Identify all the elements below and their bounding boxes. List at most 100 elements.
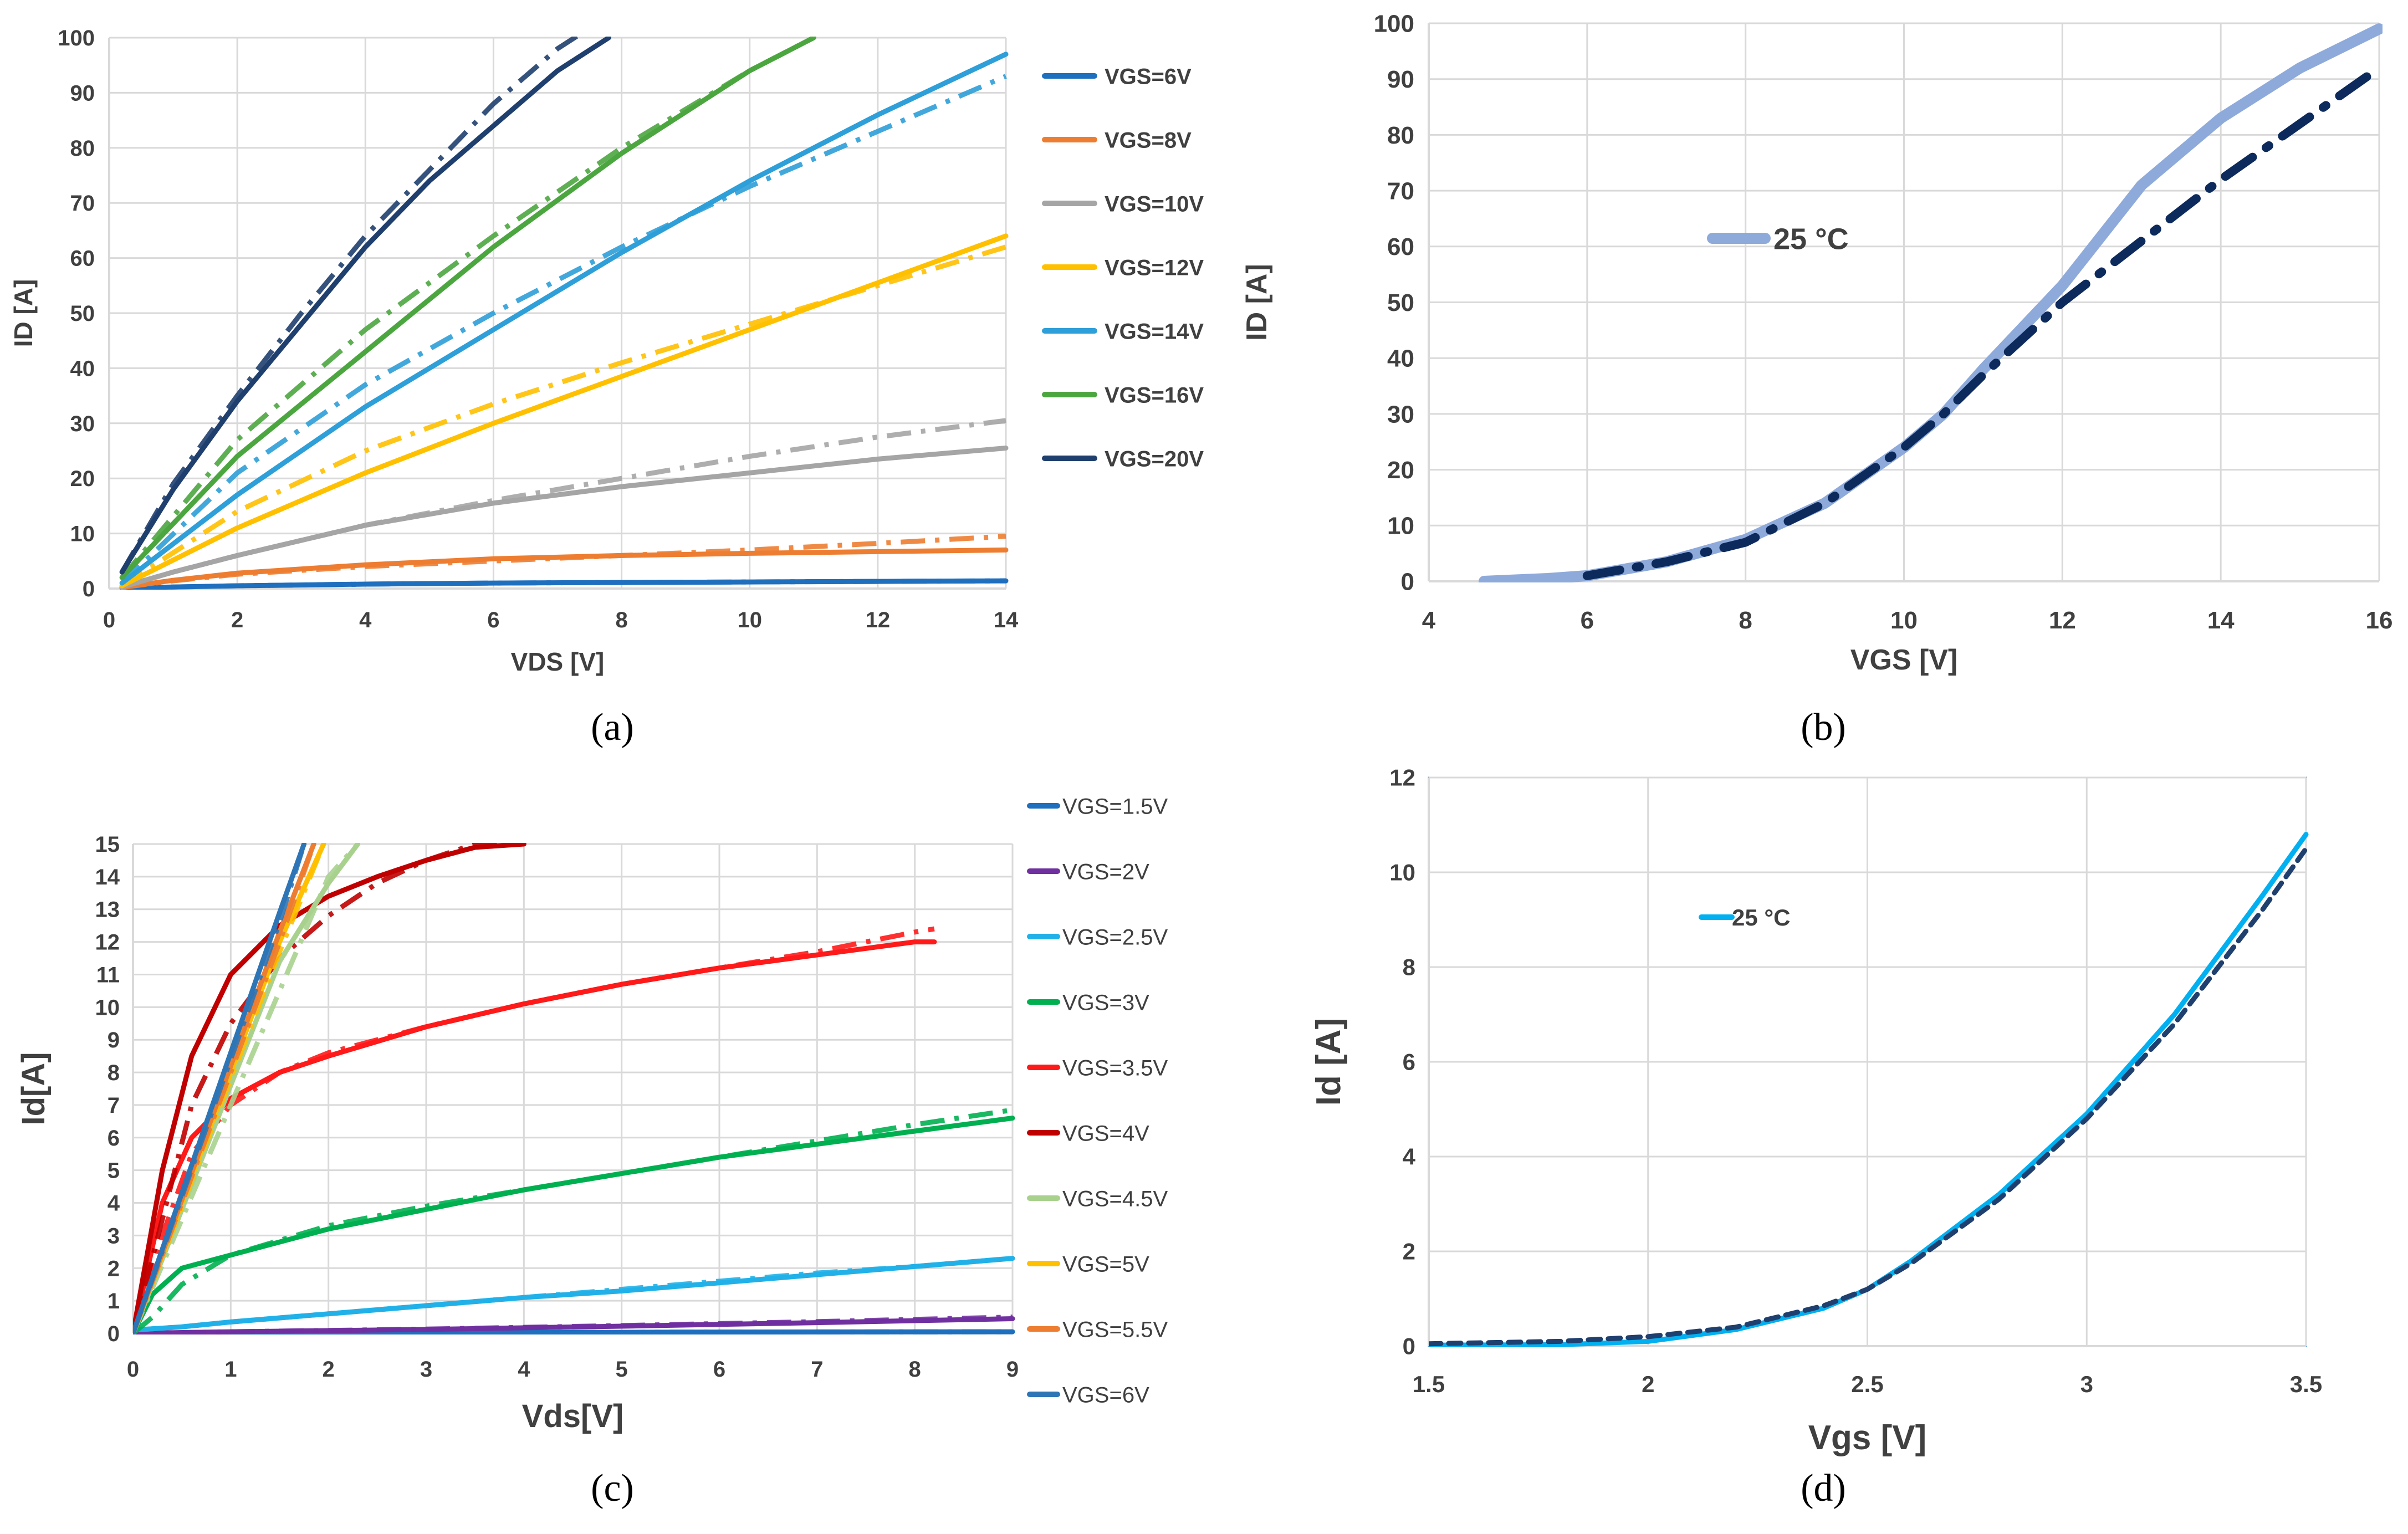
x-tick-label: 3.5 xyxy=(2290,1371,2322,1397)
x-tick-label: 6 xyxy=(713,1357,725,1382)
series-line-measured xyxy=(133,939,937,1334)
x-axis-label: Vds[V] xyxy=(522,1398,624,1434)
legend: VGS=1.5V VGS=2V VGS=2.5V VGS=3V VGS=3.5V VGS=… xyxy=(1027,794,1168,1407)
x-tick-label: 8 xyxy=(1739,607,1752,634)
x-tick-label: 14 xyxy=(2207,607,2235,634)
y-tick-label: 6 xyxy=(1403,1049,1415,1075)
series-line-model xyxy=(1582,63,2383,580)
legend-label: VGS=3V xyxy=(1062,990,1149,1015)
y-tick-label: 6 xyxy=(108,1126,120,1150)
y-tick-label: 11 xyxy=(96,963,120,987)
y-tick-label: 0 xyxy=(1403,1333,1415,1359)
y-tick-label: 60 xyxy=(70,247,95,271)
series-line-model xyxy=(133,843,326,1334)
x-tick-label: 1.5 xyxy=(1413,1371,1445,1397)
y-tick-label: 1 xyxy=(108,1289,120,1313)
y-tick-label: 4 xyxy=(1403,1144,1416,1170)
series-line-model xyxy=(133,1107,1013,1334)
panel-caption: (b) xyxy=(1801,706,1846,749)
legend: 25 °C xyxy=(1699,904,1791,930)
y-tick-label: 40 xyxy=(70,356,95,381)
y-tick-label: 15 xyxy=(95,832,120,857)
x-tick-label: 3 xyxy=(420,1357,432,1382)
y-tick-label: 0 xyxy=(1401,568,1414,595)
y-tick-label: 80 xyxy=(1387,122,1414,149)
legend-label: 25 °C xyxy=(1732,904,1791,930)
x-tick-label: 2.5 xyxy=(1851,1371,1883,1397)
series-line-measured xyxy=(133,843,526,1334)
y-tick-label: 70 xyxy=(70,191,95,216)
x-axis-label: VDS [V] xyxy=(511,647,605,676)
y-tick-label: 50 xyxy=(1387,289,1414,316)
y-tick-label: 0 xyxy=(108,1322,120,1346)
x-tick-label: 12 xyxy=(2049,607,2076,634)
series-line-model xyxy=(133,843,316,1334)
y-axis-label: ID [A] xyxy=(1241,264,1273,341)
series-line-measured xyxy=(119,547,1009,590)
y-tick-label: 100 xyxy=(58,26,95,50)
y-tick-label: 8 xyxy=(108,1061,120,1085)
y-tick-label: 10 xyxy=(1389,860,1415,886)
series-line-model xyxy=(120,37,581,574)
series-line-measured xyxy=(119,37,816,580)
y-tick-label: 70 xyxy=(1387,178,1414,205)
y-tick-label: 60 xyxy=(1387,233,1414,260)
y-axis-label: Id[A] xyxy=(16,1052,52,1125)
series-group xyxy=(1429,832,2309,1347)
series-line-model xyxy=(120,244,1007,588)
y-tick-label: 7 xyxy=(108,1093,120,1118)
x-tick-label: 8 xyxy=(615,608,627,632)
y-tick-label: 9 xyxy=(108,1028,120,1052)
legend-label: VGS=2V xyxy=(1062,860,1149,884)
x-tick-label: 8 xyxy=(909,1357,921,1382)
x-tick-label: 7 xyxy=(811,1357,823,1382)
y-tick-label: 90 xyxy=(70,81,95,105)
legend-label: VGS=2.5V xyxy=(1062,925,1168,949)
y-tick-label: 10 xyxy=(95,995,120,1020)
y-tick-label: 8 xyxy=(1403,954,1415,980)
series-group xyxy=(133,843,1015,1334)
x-tick-label: 4 xyxy=(359,608,372,632)
series-line-model xyxy=(120,37,815,579)
x-tick-label: 9 xyxy=(1006,1357,1019,1382)
x-tick-label: 2 xyxy=(1642,1371,1654,1397)
legend-label: VGS=14V xyxy=(1105,319,1204,344)
y-axis-label: ID [A] xyxy=(9,279,38,347)
x-axis-label: VGS [V] xyxy=(1850,644,1958,676)
legend-label: VGS=4V xyxy=(1062,1121,1149,1146)
x-tick-label: 2 xyxy=(323,1357,335,1382)
x-tick-label: 3 xyxy=(2080,1371,2093,1397)
legend-label: VGS=4.5V xyxy=(1062,1187,1168,1211)
x-tick-label: 12 xyxy=(866,608,891,632)
legend-label: VGS=6V xyxy=(1062,1383,1149,1407)
legend-label: VGS=20V xyxy=(1105,447,1204,471)
x-axis-label: Vgs [V] xyxy=(1808,1419,1927,1457)
series-line-measured xyxy=(119,37,611,575)
legend-label: VGS=3.5V xyxy=(1062,1056,1168,1080)
y-tick-label: 20 xyxy=(1387,457,1414,484)
y-tick-label: 13 xyxy=(95,898,120,922)
legend-label: VGS=8V xyxy=(1105,128,1192,152)
legend-label: VGS=5.5V xyxy=(1062,1317,1168,1342)
y-tick-label: 4 xyxy=(108,1192,120,1216)
y-tick-label: 30 xyxy=(70,412,95,436)
series-line-model xyxy=(133,843,360,1334)
x-tick-label: 0 xyxy=(127,1357,139,1382)
y-tick-label: 10 xyxy=(1387,513,1414,540)
x-tick-label: 10 xyxy=(737,608,762,632)
x-tick-label: 2 xyxy=(231,608,243,632)
y-axis-label: Id [A] xyxy=(1310,1018,1348,1106)
series-group xyxy=(119,37,1009,590)
series-line-model xyxy=(120,74,1007,585)
x-tick-label: 4 xyxy=(1422,607,1436,634)
panel-caption: (d) xyxy=(1801,1467,1846,1510)
series-line-model xyxy=(133,1256,1013,1333)
x-tick-label: 16 xyxy=(2366,607,2393,634)
legend-label: VGS=10V xyxy=(1105,192,1204,216)
x-tick-label: 4 xyxy=(518,1357,530,1382)
chart-panel-c: 0 1 2 3 4 5 6 7 8 90123456789101112131415Vds[V]Id… xyxy=(16,794,1168,1510)
x-tick-label: 0 xyxy=(103,608,115,632)
y-tick-label: 12 xyxy=(1389,765,1415,791)
legend-label: VGS=6V xyxy=(1105,64,1192,89)
y-tick-label: 10 xyxy=(70,522,95,546)
